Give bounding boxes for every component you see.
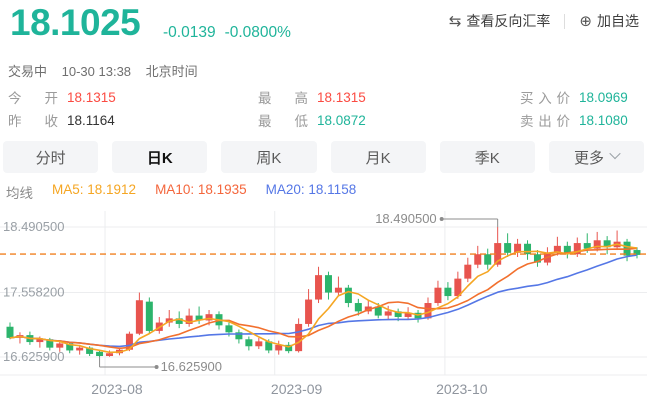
y-axis-label: 17.558200: [3, 285, 64, 300]
stat-prev-close: 昨收 18.1164: [8, 110, 115, 130]
add-watchlist-label: 加自选: [597, 13, 639, 29]
tab-minute[interactable]: 分时: [3, 141, 99, 173]
ma10-line: [9, 247, 638, 350]
current-price: 18.1025: [10, 2, 141, 43]
view-reverse-rate-button[interactable]: ⇆ 查看反向汇率: [449, 11, 551, 31]
y-axis-labels: 18.490500 17.558200 16.625900: [3, 219, 64, 364]
stat-ask-label: 卖出价: [520, 114, 570, 129]
stat-open-value: 18.1315: [67, 89, 116, 105]
stat-low-label: 最低: [258, 114, 308, 129]
ma10-legend: MA10: 18.1935: [155, 182, 247, 197]
x-axis-label: 2023-08: [91, 381, 143, 397]
stat-low: 最低 18.0872: [258, 110, 366, 130]
stat-high-value: 18.1315: [317, 89, 366, 105]
y-axis-label: 16.625900: [3, 349, 64, 364]
ma5-legend: MA5: 18.1912: [52, 182, 137, 197]
ma-layer: [9, 243, 638, 354]
swap-arrows-icon: ⇆: [448, 12, 462, 30]
stat-bid-label: 买入价: [520, 91, 570, 106]
price-change: -0.0139 -0.0800%: [163, 24, 300, 42]
tab-quarterly-k[interactable]: 季K: [439, 141, 535, 173]
stat-prev-close-value: 18.1164: [67, 112, 115, 128]
stat-prev-close-label: 昨收: [8, 114, 58, 129]
x-axis-labels: 2023-08 2023-09 2023-10: [91, 381, 487, 397]
stat-open: 今开 18.1315: [8, 87, 116, 107]
change-percent: -0.0800%: [224, 24, 291, 41]
x-axis-label: 2023-10: [436, 381, 488, 397]
stat-high-label: 最高: [258, 91, 308, 106]
stat-ask-value: 18.1080: [579, 112, 628, 128]
actions-divider: [564, 13, 566, 29]
ma-legend-title: 均线: [6, 186, 33, 201]
chevron-down-icon: [609, 147, 621, 160]
stat-bid: 买入价 18.0969: [520, 87, 628, 107]
circle-plus-icon: ⊕: [579, 12, 592, 30]
tab-monthly-k[interactable]: 月K: [330, 141, 426, 173]
tab-more[interactable]: 更多: [548, 141, 645, 173]
ma-legend: 均线 MA5: 18.1912 MA10: 18.1935 MA20: 18.1…: [6, 182, 356, 202]
header-actions: ⇆ 查看反向汇率 ⊕ 加自选: [449, 11, 639, 31]
high-annotation-label: 18.490500: [375, 211, 436, 226]
low-annotation-label: 16.625900: [161, 359, 222, 374]
view-reverse-rate-label: 查看反向汇率: [466, 13, 551, 29]
stat-ask: 卖出价 18.1080: [520, 110, 628, 130]
annotation-low: 16.625900: [99, 357, 222, 374]
market-status: 交易中 10-30 13:38 北京时间: [8, 61, 209, 80]
stat-open-label: 今开: [8, 91, 58, 106]
stat-low-value: 18.0872: [317, 112, 366, 128]
ma5-line: [9, 243, 638, 354]
trading-state: 交易中: [8, 64, 48, 79]
quote-datetime: 10-30 13:38: [61, 64, 132, 79]
tab-more-label: 更多: [573, 149, 604, 167]
stat-bid-value: 18.0969: [579, 89, 628, 105]
timezone-label: 北京时间: [145, 64, 198, 79]
x-axis-label: 2023-09: [271, 381, 323, 397]
stat-high: 最高 18.1315: [258, 87, 366, 107]
y-axis-label: 18.490500: [3, 219, 64, 234]
tab-weekly-k[interactable]: 周K: [221, 141, 317, 173]
ma20-line: [9, 254, 638, 348]
candlestick-chart[interactable]: 18.490500 17.558200 16.625900 18.490500 16.6…: [0, 203, 647, 413]
annotation-high: 18.490500: [375, 211, 499, 227]
chart-period-tabs: 分时 日K 周K 月K 季K 更多: [3, 141, 645, 173]
ma20-legend: MA20: 18.1158: [265, 182, 357, 197]
tab-daily-k[interactable]: 日K: [112, 141, 208, 173]
change-absolute: -0.0139: [163, 24, 216, 41]
add-watchlist-button[interactable]: ⊕ 加自选: [579, 11, 639, 31]
